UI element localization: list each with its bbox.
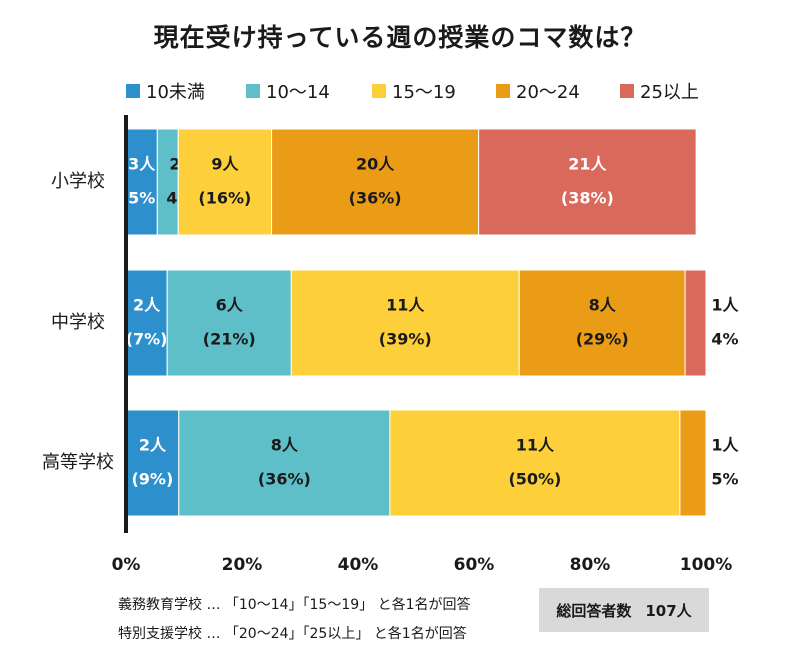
legend-item-25plus: 25以上 — [620, 78, 699, 104]
bar-segment — [166, 269, 292, 377]
bar-segment — [125, 269, 168, 377]
data-label-percent: (36%) — [349, 189, 402, 208]
bar-segment — [177, 128, 273, 236]
data-label-count: 2 — [169, 155, 180, 174]
legend-item-10-14: 10〜14 — [246, 78, 330, 104]
legend-item-20-24: 20〜24 — [496, 78, 580, 104]
note-special-support-school: 特別支援学校 … 「20〜24」「25以上」 と各1名が回答 — [118, 626, 467, 642]
bar-segment — [271, 128, 480, 236]
data-label-count: 8人 — [271, 436, 299, 455]
data-label-percent: (21%) — [203, 330, 256, 349]
legend-label: 10未満 — [146, 82, 205, 103]
data-label-percent: (50%) — [508, 470, 561, 489]
x-tick-label: 20% — [222, 555, 263, 575]
legend-swatch — [372, 84, 386, 98]
legend-label: 25以上 — [640, 82, 699, 103]
total-label: 総回答者数 — [556, 601, 632, 620]
legend-swatch — [126, 84, 140, 98]
legend-item-under10: 10未満 — [126, 78, 205, 104]
bar-segment — [125, 409, 180, 517]
bar-segment — [156, 128, 179, 236]
data-label-percent: (38%) — [561, 189, 614, 208]
data-label-count: 6人 — [216, 296, 244, 315]
data-label-percent: 5% — [128, 189, 155, 208]
data-label-percent: (39%) — [379, 330, 432, 349]
bar-segment — [178, 409, 391, 517]
category-label: 小学校 — [51, 171, 105, 192]
bar-segment — [125, 128, 158, 236]
x-tick-label: 40% — [338, 555, 379, 575]
x-tick-label: 0% — [112, 555, 141, 575]
data-label-count: 11人 — [516, 436, 555, 455]
bar-segment — [478, 128, 697, 236]
total-value: 107人 — [645, 601, 692, 620]
data-label-count: 21人 — [568, 155, 607, 174]
legend-swatch — [620, 84, 634, 98]
data-label-count: 2人 — [133, 296, 161, 315]
category-label: 中学校 — [51, 312, 105, 333]
x-tick-label: 100% — [680, 555, 733, 575]
data-label-count: 1人 — [711, 296, 739, 315]
data-label-percent: 4% — [711, 330, 738, 349]
data-label-count: 2人 — [139, 436, 167, 455]
legend-swatch — [496, 84, 510, 98]
data-label-count: 3人 — [128, 155, 156, 174]
data-label-count: 11人 — [386, 296, 425, 315]
data-label-percent: (29%) — [576, 330, 629, 349]
legend-swatch — [246, 84, 260, 98]
bar-segment — [518, 269, 686, 377]
data-label-count: 8人 — [589, 296, 617, 315]
bar-segment — [684, 269, 707, 377]
legend-item-15-19: 15〜19 — [372, 78, 456, 104]
data-label-count: 20人 — [356, 155, 395, 174]
data-label-count: 9人 — [211, 155, 239, 174]
data-label-percent: (9%) — [131, 470, 173, 489]
data-label-percent: (16%) — [198, 189, 251, 208]
legend-label: 15〜19 — [392, 82, 456, 103]
chart-title: 現在受け持っている週の授業のコマ数は？ — [153, 23, 647, 52]
legend-label: 10〜14 — [266, 82, 330, 103]
data-label-count: 1人 — [711, 436, 739, 455]
data-label-percent: (36%) — [258, 470, 311, 489]
x-tick-label: 80% — [570, 555, 611, 575]
bar-segment — [389, 409, 681, 517]
legend-label: 20〜24 — [516, 82, 580, 103]
data-label-percent: (7%) — [126, 330, 168, 349]
category-label: 高等学校 — [42, 452, 114, 473]
note-compulsory-school: 義務教育学校 … 「10〜14」「15〜19」 と各1名が回答 — [118, 597, 471, 613]
bar-segment — [290, 269, 520, 377]
x-tick-label: 60% — [454, 555, 495, 575]
bar-segment — [679, 409, 707, 517]
data-label-percent: 5% — [711, 470, 738, 489]
total-respondents-box: 総回答者数 107人 — [539, 588, 709, 632]
